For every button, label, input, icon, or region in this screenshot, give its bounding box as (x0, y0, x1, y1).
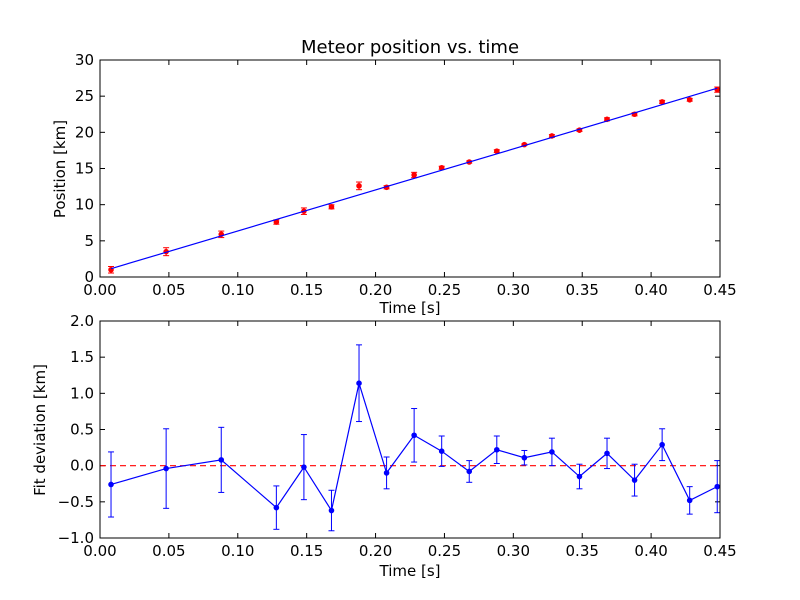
plot-frame (99, 320, 721, 539)
y-tick-label: −0.5 (58, 493, 94, 511)
data-point (328, 204, 335, 210)
data-point (356, 183, 362, 189)
data-point (438, 448, 445, 455)
y-tick-label: 0.5 (70, 421, 94, 439)
data-point (576, 473, 583, 480)
x-tick-label: 0.10 (221, 542, 254, 560)
y-tick-label: 2.0 (70, 312, 94, 330)
data-point (411, 432, 417, 439)
x-tick-label: 0.30 (497, 281, 530, 299)
y-axis-label-bottom: Fit deviation [km] (31, 364, 49, 496)
data-point (108, 481, 114, 488)
x-tick-label: 0.25 (428, 281, 461, 299)
data-point (411, 172, 417, 178)
x-tick-label: 0.45 (703, 542, 736, 560)
data-point (356, 380, 362, 387)
x-tick-label: 0.15 (290, 542, 323, 560)
data-point (466, 468, 473, 475)
data-point (163, 465, 169, 472)
y-tick-label: 25 (75, 87, 94, 105)
data-point (686, 96, 693, 103)
y-tick-label: 10 (75, 196, 94, 214)
data-point (521, 454, 528, 461)
data-point (328, 507, 335, 514)
data-point (383, 470, 390, 476)
y-tick-label: 1.5 (70, 348, 94, 366)
fit-line (110, 87, 718, 270)
deviation-chart: 0.00 0.05 0.10 0.15 0.20 0.25 0.30 0.35 0.40 0.45… (58, 312, 737, 560)
data-point (494, 446, 500, 453)
data-point (714, 483, 721, 490)
data-point (301, 464, 307, 470)
position-chart: 0.00 0.05 0.10 0.15 0.20 0.25 0.30 0.35 0.40 0.45… (75, 51, 737, 299)
data-point (549, 449, 555, 455)
x-tick-label: 0.05 (152, 281, 185, 299)
x-tick-label: 0.00 (83, 542, 116, 560)
x-axis-label-top: Time [s] (379, 299, 441, 317)
x-tick-label: 0.00 (83, 281, 116, 299)
deviation-line (110, 380, 718, 513)
data-point (659, 441, 665, 448)
x-tick-label: 0.40 (634, 281, 667, 299)
data-point (218, 457, 225, 463)
y-tick-label: 20 (75, 123, 94, 141)
x-tick-label: 0.30 (497, 542, 530, 560)
plot-frame (99, 59, 721, 278)
y-tick-label: 30 (75, 51, 94, 69)
x-tick-label: 0.45 (703, 281, 736, 299)
x-tick-label: 0.35 (566, 542, 599, 560)
chart-title: Meteor position vs. time (301, 37, 519, 58)
x-tick-label: 0.20 (359, 281, 392, 299)
x-tick-label: 0.40 (634, 542, 667, 560)
y-tick-label: 0.0 (70, 457, 94, 475)
y-tick-label: 15 (75, 160, 94, 178)
x-tick-label: 0.20 (359, 542, 392, 560)
x-tick-label: 0.10 (221, 281, 254, 299)
x-tick-label: 0.25 (428, 542, 461, 560)
y-tick-label: 1.0 (70, 384, 94, 402)
y-axis-label-top: Position [km] (51, 120, 69, 218)
data-point (604, 450, 610, 457)
x-tick-label: 0.15 (290, 281, 323, 299)
data-point (631, 477, 638, 483)
data-point (273, 504, 280, 511)
y-tick-label: 0 (84, 268, 94, 286)
data-point (686, 497, 693, 504)
y-tick-label: 5 (84, 232, 94, 250)
x-tick-label: 0.05 (152, 542, 185, 560)
data-point (714, 86, 721, 93)
x-axis-label-bottom: Time [s] (379, 562, 441, 580)
x-tick-label: 0.35 (566, 281, 599, 299)
y-tick-label: −1.0 (58, 529, 94, 547)
